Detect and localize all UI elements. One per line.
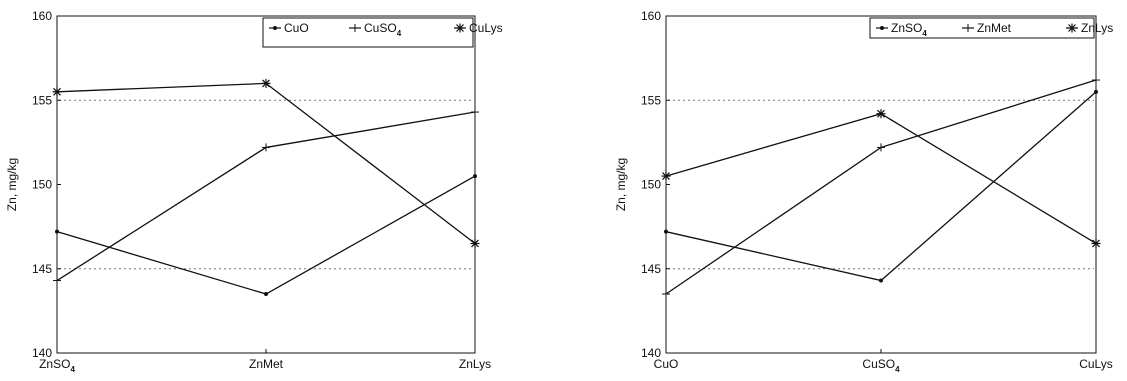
x-tick-label-text: CuSO <box>862 357 895 371</box>
data-point-marker-d <box>262 79 270 88</box>
x-tick-label-subscript: 4 <box>70 365 75 374</box>
x-tick-label-text: ZnMet <box>249 357 284 371</box>
y-tick-label: 155 <box>641 93 661 107</box>
legend-marker <box>1067 23 1077 33</box>
plot-frame <box>665 15 1097 354</box>
legend-label-text: ZnLys <box>1081 21 1113 35</box>
y-tick-label: 145 <box>641 262 661 276</box>
y-tick-label: 160 <box>641 9 661 23</box>
legend-box <box>262 17 474 48</box>
legend-marker <box>351 24 359 32</box>
legend-label-subscript: 4 <box>922 29 927 38</box>
data-point-marker <box>876 109 886 119</box>
legend-marker <box>455 23 465 33</box>
x-tick-label-text: ZnSO <box>39 357 70 371</box>
x-tick-label: CuO <box>654 357 679 371</box>
x-tick-label: ZnLys <box>459 357 491 371</box>
data-point-marker <box>661 171 671 181</box>
data-point-marker <box>1091 238 1101 248</box>
data-point-marker <box>470 238 480 248</box>
data-point-marker <box>1092 76 1100 85</box>
series-line <box>56 82 476 244</box>
data-point-marker <box>261 78 271 88</box>
legend-item: ZnSO4 <box>876 21 927 38</box>
y-tick-label: 155 <box>32 93 52 107</box>
legend-label-text: CuLys <box>469 21 503 35</box>
series-line <box>56 175 476 295</box>
data-point-marker <box>879 278 883 283</box>
legend-item: CuO <box>269 21 309 35</box>
data-point-marker <box>471 108 479 117</box>
legend-label: ZnSO4 <box>891 21 927 38</box>
legend-box <box>869 17 1095 39</box>
x-tick-label: CuLys <box>1079 357 1113 371</box>
data-point-marker-d <box>662 172 670 180</box>
data-point-marker <box>52 87 62 97</box>
legend-label: CuLys <box>469 21 503 35</box>
data-point-marker-d <box>877 109 885 118</box>
y-axis-label: Zn, mg/kg <box>5 158 19 211</box>
x-tick-label-text: ZnLys <box>459 357 491 371</box>
series-znlys <box>661 109 1101 248</box>
legend-label-text: CuO <box>284 21 309 35</box>
data-point-marker <box>262 143 270 152</box>
y-tick-label: 160 <box>32 9 52 23</box>
legend-label-text: ZnMet <box>977 21 1012 35</box>
data-point-marker <box>55 229 59 234</box>
series-culys <box>52 78 480 248</box>
legend-marker <box>273 26 277 30</box>
legend-marker-d <box>456 24 464 32</box>
legend-label: CuSO4 <box>364 21 402 38</box>
legend-item: ZnLys <box>1066 21 1113 35</box>
series-cuo <box>55 174 477 297</box>
x-tick-label: CuSO4 <box>862 357 900 374</box>
data-point-marker-d <box>53 87 61 96</box>
y-axis-label: Zn, mg/kg <box>614 158 628 211</box>
legend-item: CuSO4 <box>349 21 402 38</box>
legend: CuO CuSO4 CuLys <box>262 17 503 48</box>
series-line <box>665 91 1097 282</box>
data-point-marker <box>877 143 885 152</box>
data-point-marker <box>53 276 61 285</box>
series-znso4 <box>664 89 1098 283</box>
legend-marker <box>880 26 884 30</box>
legend-label-text: CuSO <box>364 21 397 35</box>
x-tick-label-text: CuO <box>654 357 679 371</box>
legend-item: CuLys <box>454 21 503 35</box>
y-tick-label: 145 <box>32 262 52 276</box>
data-point-marker <box>664 229 668 234</box>
data-point-marker <box>264 292 268 297</box>
plot-frame <box>56 15 476 354</box>
y-tick-label: 140 <box>641 346 661 360</box>
series-line <box>665 113 1097 245</box>
x-tick-label-text: CuLys <box>1079 357 1113 371</box>
legend-label: CuO <box>284 21 309 35</box>
y-tick-label: 150 <box>32 178 52 192</box>
legend-marker-d <box>1068 24 1076 32</box>
data-point-marker <box>1094 89 1098 94</box>
legend-label-subscript: 4 <box>397 29 402 38</box>
series-cuso4 <box>53 108 479 285</box>
data-point-marker-d <box>471 239 479 248</box>
x-tick-label-subscript: 4 <box>895 365 900 374</box>
series-znmet <box>662 76 1100 299</box>
data-point-marker <box>473 174 477 179</box>
y-tick-label: 150 <box>641 178 661 192</box>
data-point-marker-d <box>1092 239 1100 248</box>
x-tick-label: ZnMet <box>249 357 284 371</box>
legend-marker <box>964 24 972 32</box>
series-line <box>56 111 476 282</box>
legend-label: ZnLys <box>1081 21 1113 35</box>
y-tick-label: 140 <box>32 346 52 360</box>
legend: ZnSO4 ZnMet ZnLys <box>869 17 1113 39</box>
legend-label: ZnMet <box>977 21 1012 35</box>
data-point-marker <box>662 290 670 299</box>
legend-item: ZnMet <box>962 21 1012 35</box>
x-tick-label: ZnSO4 <box>39 357 75 374</box>
legend-label-text: ZnSO <box>891 21 922 35</box>
